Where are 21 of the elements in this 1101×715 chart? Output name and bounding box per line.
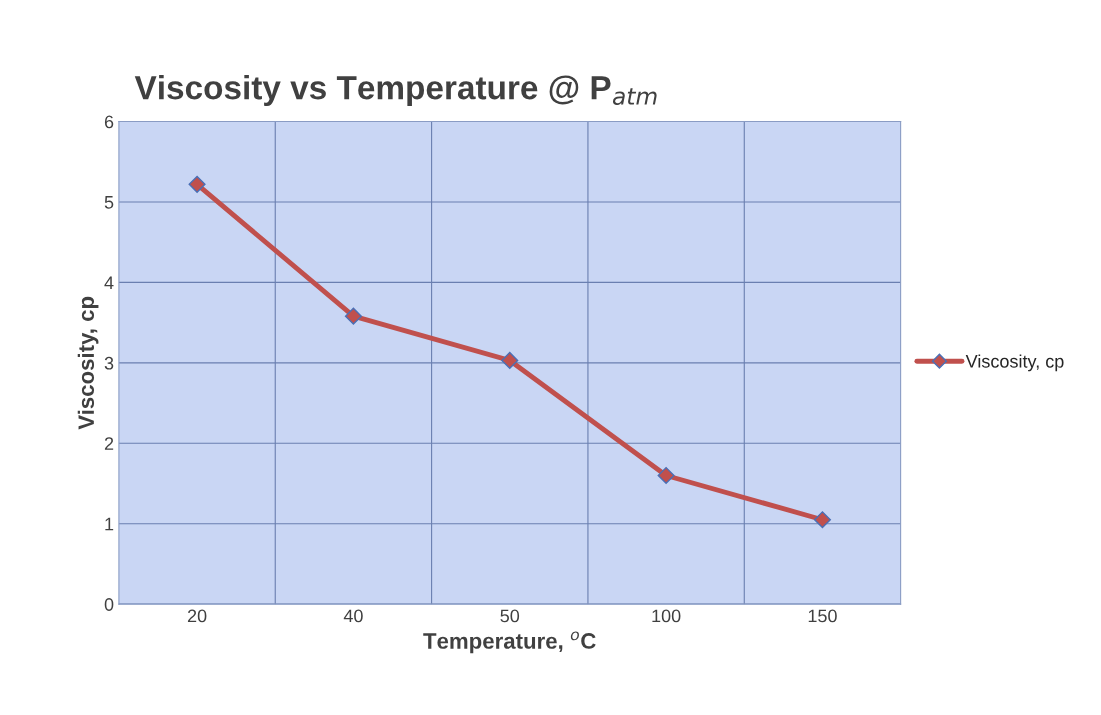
point bbox=[657, 466, 675, 485]
y-tick-label: 5 bbox=[104, 196, 114, 209]
y-tick-label: 6 bbox=[104, 115, 114, 129]
x-axis-title: Temperature, $^{o}$C bbox=[423, 631, 596, 654]
y-tick-label: 4 bbox=[104, 276, 114, 289]
x-tick-label: 20 bbox=[187, 609, 207, 623]
y-tick-label: 0 bbox=[104, 598, 114, 611]
y-axis-title: Viscosity, cp bbox=[77, 296, 99, 430]
y-tick-label: 2 bbox=[104, 437, 114, 450]
legend-label: Viscosity, cp bbox=[965, 354, 1064, 372]
x-tick-label: 50 bbox=[500, 609, 520, 623]
x-tick-label: 100 bbox=[652, 609, 681, 623]
y-tick-label: 3 bbox=[104, 356, 114, 370]
point bbox=[813, 511, 831, 529]
x-tick-label: 150 bbox=[808, 609, 837, 623]
x-tick-label: 40 bbox=[343, 609, 363, 623]
chart-title: Viscosity vs Temperature @ P$_{atm}$ bbox=[134, 74, 657, 107]
point bbox=[501, 351, 519, 370]
point bbox=[344, 307, 362, 325]
y-tick-label: 1 bbox=[105, 517, 114, 531]
point bbox=[188, 175, 206, 193]
